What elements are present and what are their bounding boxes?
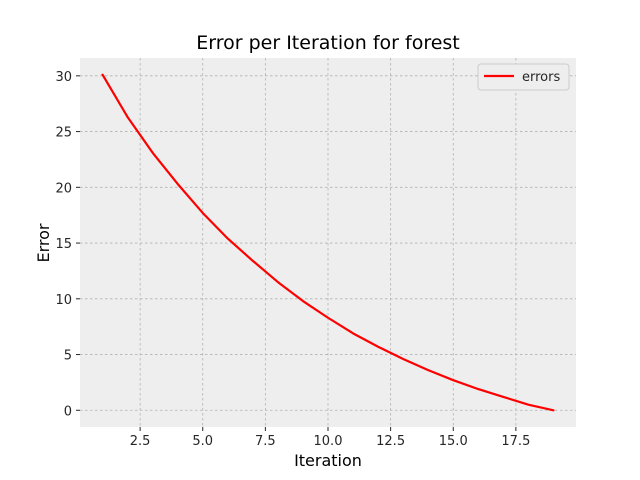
series-line-errors [101,73,555,412]
y-tick-label: 0 [64,404,72,419]
y-tick-label: 20 [55,181,72,196]
y-axis-label: Error [34,223,53,262]
y-tick-label: 5 [64,349,72,364]
y-tick-label: 25 [55,126,72,141]
x-axis: 2.5 5.0 7.5 10.0 12.5 15.0 17.5 [130,427,530,449]
x-tick-label: 2.5 [130,434,151,449]
legend-label-errors: errors [522,70,560,85]
x-tick-label: 17.5 [501,434,530,449]
legend: errors [477,63,570,91]
y-tick-label: 30 [55,70,72,85]
x-tick-label: 7.5 [255,434,276,449]
series-layer [101,73,555,412]
x-tick-label: 10.0 [314,434,343,449]
grid-lines [80,58,576,427]
legend-box [477,63,570,91]
x-tick-label: 12.5 [376,434,405,449]
chart-title: Error per Iteration for forest [196,32,460,54]
x-axis-label: Iteration [294,451,362,470]
y-tick-label: 15 [55,237,72,252]
x-tick-label: 5.0 [192,434,213,449]
y-tick-label: 10 [55,293,72,308]
x-tick-label: 15.0 [439,434,468,449]
y-axis: 0 5 10 15 20 25 30 [55,70,80,419]
